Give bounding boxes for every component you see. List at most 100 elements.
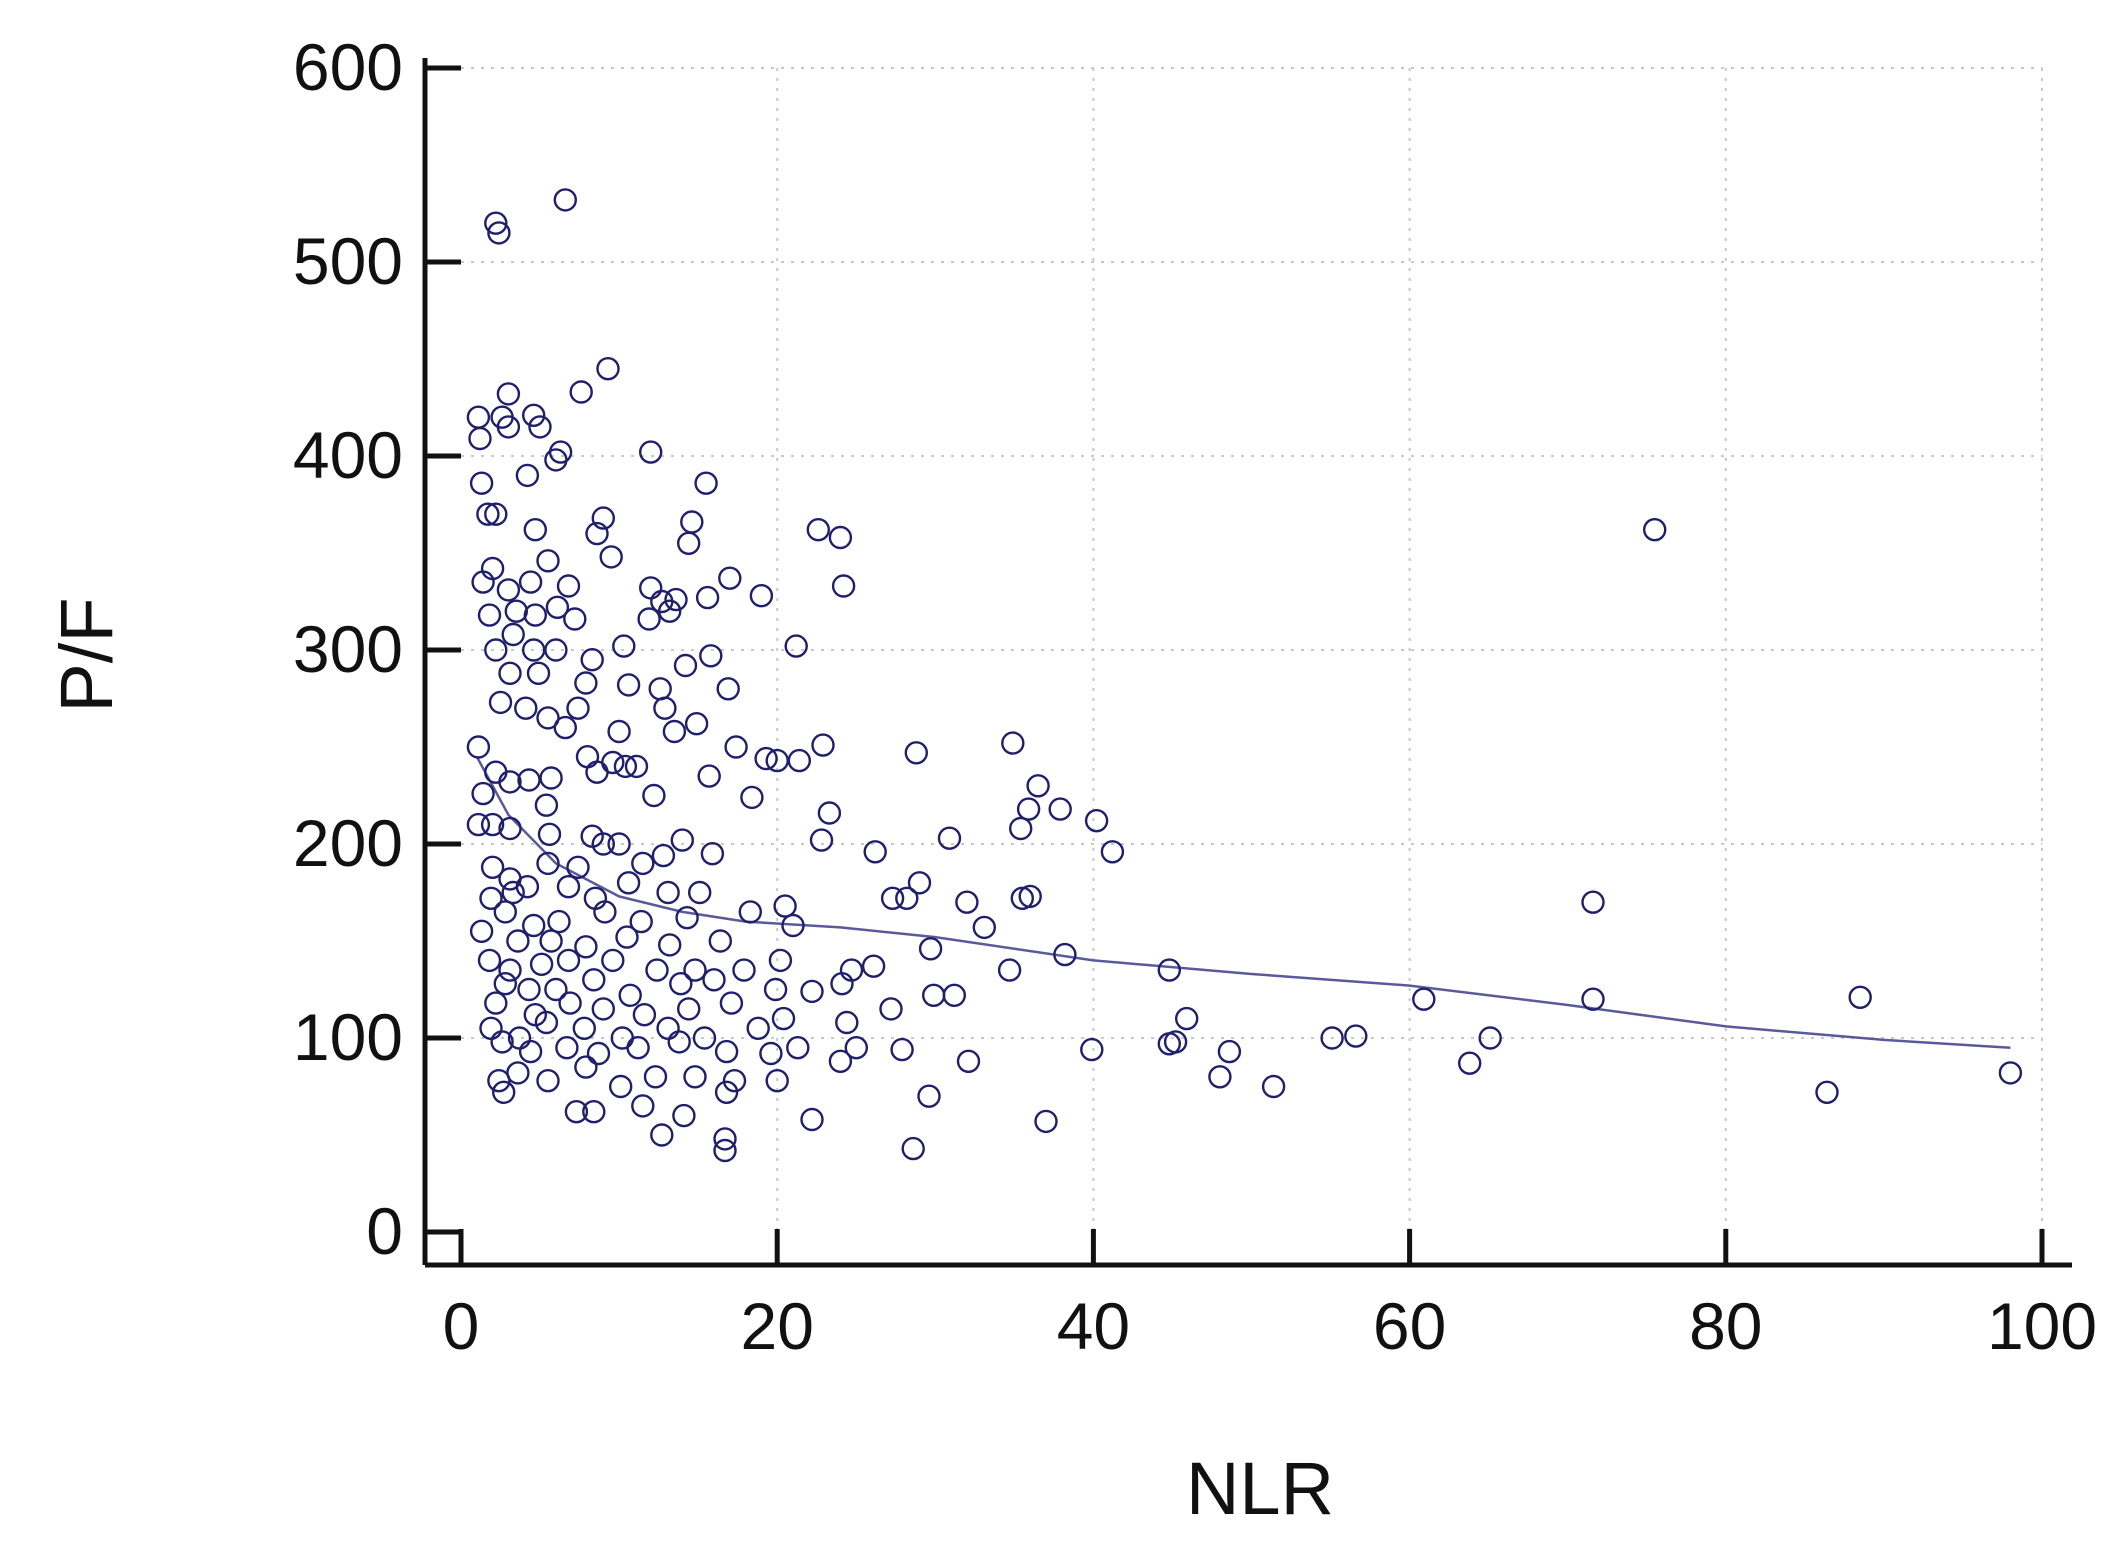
fit-line [475, 756, 2011, 1049]
data-point [601, 948, 625, 973]
data-point [1048, 797, 1072, 821]
data-point [492, 1080, 516, 1105]
data-point [580, 648, 604, 672]
data-point [1080, 1037, 1104, 1062]
data-point [544, 977, 568, 1002]
data-point [471, 781, 495, 806]
data-point [574, 671, 598, 695]
data-point [480, 556, 505, 581]
data-point [763, 977, 788, 1002]
data-point [528, 415, 552, 439]
axes-layer [422, 58, 2072, 1268]
data-point [675, 906, 699, 930]
data-point [830, 972, 854, 996]
data-point [719, 991, 744, 1015]
data-point [917, 1084, 941, 1108]
data-point [484, 502, 508, 526]
data-point [523, 603, 547, 627]
data-point [506, 1061, 530, 1085]
x-tick-label: 0 [443, 1289, 480, 1363]
data-point [1642, 518, 1667, 542]
data-point [771, 1006, 796, 1031]
x-tick-label: 80 [1689, 1289, 1762, 1363]
data-point [493, 900, 517, 924]
data-point [651, 843, 676, 868]
data-point [534, 793, 559, 817]
data-point [656, 880, 680, 905]
data-point [800, 1107, 824, 1132]
data-point [1018, 884, 1042, 909]
data-point [1157, 958, 1182, 982]
data-point [522, 403, 546, 427]
data-point [658, 933, 682, 957]
data-point [692, 1026, 717, 1050]
data-point [1478, 1026, 1502, 1050]
data-point [656, 1016, 680, 1041]
data-point [724, 735, 748, 759]
data-point [529, 952, 554, 976]
data-point [1084, 809, 1109, 833]
data-point [599, 545, 623, 569]
data-point [1001, 731, 1025, 755]
data-point [517, 768, 541, 792]
data-point [1344, 1024, 1368, 1048]
data-point [714, 1039, 739, 1064]
data-point [1009, 816, 1033, 841]
data-point [566, 696, 590, 720]
data-point [522, 638, 546, 662]
data-point [539, 929, 563, 953]
data-point [506, 929, 530, 953]
data-point [609, 1074, 633, 1099]
data-point [650, 1123, 674, 1147]
data-point [572, 1016, 596, 1041]
y-tick-label: 300 [293, 612, 403, 686]
data-point [591, 506, 615, 530]
data-point [879, 997, 903, 1021]
data-point [536, 851, 560, 876]
data-point [1163, 1030, 1188, 1054]
grid-layer [461, 67, 2043, 1232]
data-point [680, 510, 704, 534]
data-point [547, 909, 571, 934]
data-point [626, 1035, 650, 1060]
y-tick-label: 0 [366, 1194, 403, 1268]
data-point [773, 894, 797, 918]
data-point [477, 603, 502, 627]
data-point [1026, 774, 1050, 798]
data-point [480, 812, 505, 837]
data-point [496, 578, 521, 602]
data-point [817, 801, 842, 825]
data-point [469, 919, 494, 943]
data-point [700, 842, 725, 866]
y-tick-label: 200 [293, 806, 403, 880]
data-point [658, 599, 682, 623]
data-point [1100, 840, 1125, 864]
data-point [713, 1138, 737, 1163]
data-point [901, 1136, 925, 1161]
data-point [616, 673, 641, 697]
data-point [479, 886, 503, 910]
x-tick-label: 40 [1057, 1289, 1130, 1363]
data-point [477, 948, 502, 973]
data-point [722, 1068, 747, 1093]
data-point [749, 584, 774, 608]
data-point [518, 570, 543, 594]
data-point [1581, 987, 1605, 1011]
data-point [642, 783, 666, 808]
data-point [553, 715, 577, 740]
data-point [480, 855, 505, 879]
data-point [645, 958, 669, 982]
data-point [466, 812, 491, 837]
data-point [684, 712, 709, 736]
data-point [466, 735, 491, 759]
y-tick-label: 600 [293, 30, 403, 104]
data-point [670, 828, 694, 852]
data-point [596, 357, 620, 381]
data-point [831, 574, 856, 598]
data-point [890, 1037, 914, 1062]
data-point [955, 890, 979, 914]
data-point [487, 221, 511, 245]
data-point [484, 638, 508, 662]
y-tick-label: 400 [293, 418, 403, 492]
data-point [1581, 890, 1605, 914]
